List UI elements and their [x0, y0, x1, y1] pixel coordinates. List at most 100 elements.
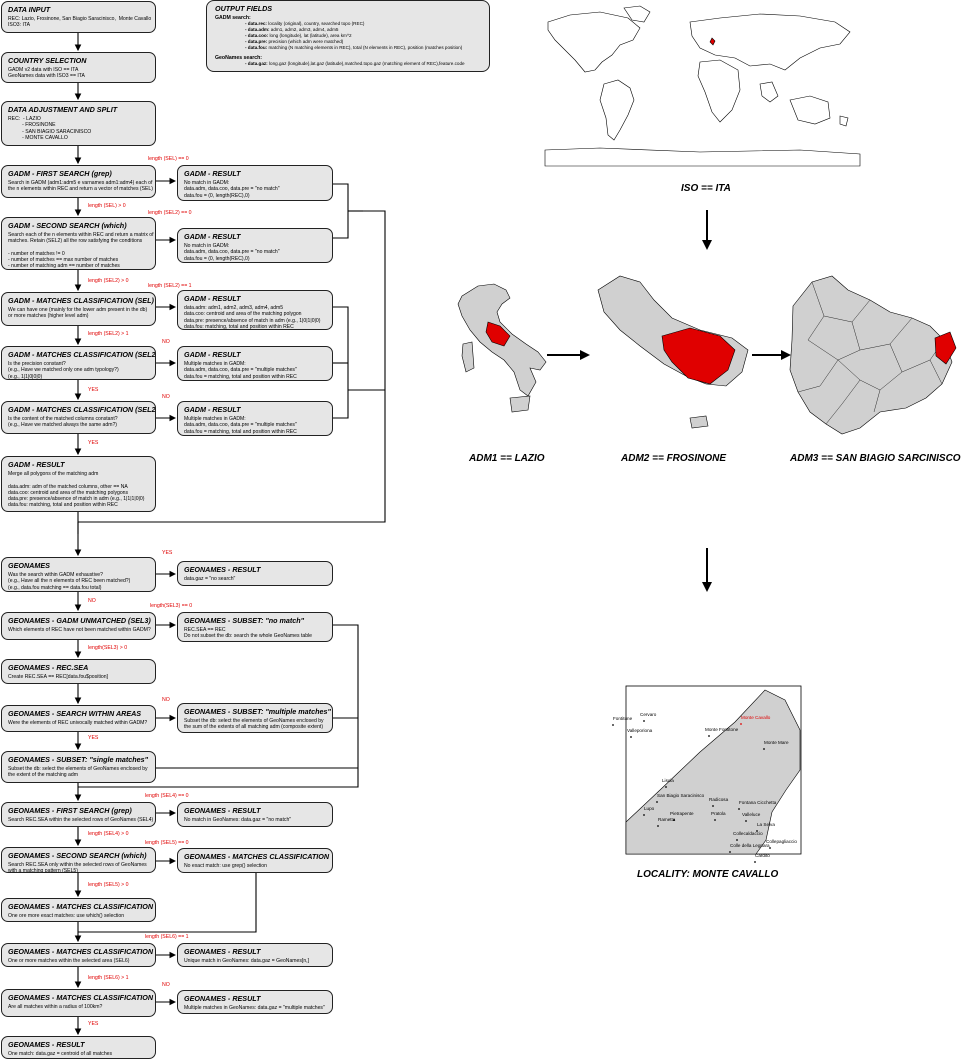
place-label: Rametta	[658, 817, 676, 822]
box-gadm-result-4: GADM - RESULT Multiple matches in GADM: …	[177, 346, 333, 381]
output-line: - data.rec: locality (original), country…	[245, 21, 365, 26]
box-geonames-first-search: GEONAMES - FIRST SEARCH (grep) Search RE…	[1, 802, 156, 827]
place-label: Fontana Cicchetta	[739, 800, 777, 805]
box-title: GEONAMES - RESULT	[184, 947, 261, 956]
box-body: Multiple matches in GeoNames: data.gaz =…	[184, 1005, 325, 1011]
box-geonames: GEONAMES Was the search within GADM exha…	[1, 557, 156, 592]
box-title: GADM - RESULT	[184, 294, 241, 303]
place-marker	[612, 724, 614, 726]
cond-label: NO	[162, 394, 170, 400]
cond-label: YES	[88, 735, 99, 741]
box-geonames-result-3: GEONAMES - RESULT Unique match in GeoNam…	[177, 943, 333, 967]
box-title: GADM - MATCHES CLASSIFICATION (SEL2)	[8, 405, 156, 414]
box-body: Search each of the n elements within REC…	[8, 232, 154, 270]
box-body: Multiple matches in GADM: data.adm, data…	[184, 361, 297, 380]
place-label: Monte Mare	[764, 740, 789, 745]
box-body: Subset the db: select the elements of Ge…	[8, 766, 148, 779]
box-body: Search in GADM (adm1:adm5 e varnames adm…	[8, 180, 153, 193]
box-body: Which elements of REC have not been matc…	[8, 627, 151, 633]
box-geonames-matches-class-r: GEONAMES - MATCHES CLASSIFICATION No exa…	[177, 848, 333, 873]
place-label: Lupo	[644, 806, 655, 811]
box-body: No match in GADM: data.adm, data.coo, da…	[184, 243, 280, 262]
box-body: Is the precision constant? (e.g., Have w…	[8, 361, 119, 380]
place-marker	[643, 814, 645, 816]
box-geonames-result-2: GEONAMES - RESULT No match in GeoNames: …	[177, 802, 333, 827]
box-gadm-matches-sel: GADM - MATCHES CLASSIFICATION (SEL) We c…	[1, 292, 156, 326]
place-marker	[729, 851, 731, 853]
place-label: Valleluce	[742, 812, 761, 817]
cond-label: length (SEL5) == 0	[145, 840, 189, 846]
place-marker	[714, 819, 716, 821]
box-gadm-result-5: GADM - RESULT Multiple matches in GADM: …	[177, 401, 333, 436]
box-geonames-matches-class-3: GEONAMES - MATCHES CLASSIFICATION Are al…	[1, 989, 156, 1017]
caption-adm1: ADM1 == LAZIO	[469, 453, 545, 464]
place-label: Cardito	[755, 853, 770, 858]
box-gadm-first-search: GADM - FIRST SEARCH (grep) Search in GAD…	[1, 165, 156, 198]
world-map	[537, 3, 867, 169]
box-body: data.adm: adm1, adm2, adm3, adm4, adm5 d…	[184, 305, 321, 330]
cond-label: NO	[88, 598, 96, 604]
box-geonames-subset-nomatch: GEONAMES - SUBSET: "no match" REC.SEA ==…	[177, 612, 333, 642]
box-geonames-recsea: GEONAMES - REC.SEA Create REC.SEA == REC…	[1, 659, 156, 684]
box-geonames-result-final: GEONAMES - RESULT One match: data.gaz = …	[1, 1036, 156, 1059]
box-body: REC: - LAZIO - FROSINONE - SAN BIAGIO SA…	[8, 116, 92, 141]
output-fields-box: OUTPUT FIELDS GADM search: - data.rec: l…	[206, 0, 490, 72]
box-geonames-subset-multi: GEONAMES - SUBSET: "multiple matches" Su…	[177, 703, 333, 733]
box-title: GEONAMES - MATCHES CLASSIFICATION	[8, 993, 154, 1002]
cond-label: length(SEL3) == 0	[150, 603, 193, 609]
cond-label: length (SEL6) > 1	[88, 975, 129, 981]
cond-label: length (SEL6) == 1	[145, 934, 189, 940]
italy-map	[457, 283, 547, 413]
box-title: GEONAMES - GADM UNMATCHED (SEL3)	[8, 616, 151, 625]
box-title: GEONAMES - MATCHES CLASSIFICATION	[184, 852, 330, 861]
cond-label: length (SEL) > 0	[88, 203, 126, 209]
box-title: GEONAMES - SECOND SEARCH (which)	[8, 851, 147, 860]
place-label: Radicosa	[709, 797, 729, 802]
output-fields-title: OUTPUT FIELDS	[215, 4, 273, 13]
cond-label: length (SEL2) > 0	[88, 278, 129, 284]
place-marker	[630, 736, 632, 738]
frosinone-map	[789, 275, 957, 435]
box-body: data.gaz = "no search"	[184, 576, 236, 582]
box-body: One match: data.gaz = centroid of all ma…	[8, 1051, 113, 1057]
caption-adm3: ADM3 == SAN BIAGIO SARCINISCO	[790, 453, 961, 464]
box-title: GEONAMES - SUBSET: "single matches"	[8, 755, 149, 764]
box-geonames-result-1: GEONAMES - RESULT data.gaz = "no search"	[177, 561, 333, 586]
geonames-search-header: GeoNames search:	[215, 55, 262, 61]
cond-label: YES	[88, 440, 99, 446]
box-body: Unique match in GeoNames: data.gaz = Geo…	[184, 958, 310, 964]
box-title: GEONAMES - SEARCH WITHIN AREAS	[8, 709, 142, 718]
box-body: Subset the db: select the elements of Ge…	[184, 718, 324, 731]
cond-label: NO	[162, 339, 170, 345]
box-title: DATA INPUT	[8, 5, 51, 14]
box-title: GADM - MATCHES CLASSIFICATION (SEL)	[8, 296, 154, 305]
cond-label: YES	[88, 387, 99, 393]
box-geonames-result-4: GEONAMES - RESULT Multiple matches in Ge…	[177, 990, 333, 1014]
box-geonames-search-areas: GEONAMES - SEARCH WITHIN AREAS Were the …	[1, 705, 156, 732]
place-label: Pratola	[711, 811, 726, 816]
cond-label: length (SEL5) > 0	[88, 882, 129, 888]
box-title: GEONAMES - REC.SEA	[8, 663, 89, 672]
box-title: GADM - RESULT	[184, 169, 241, 178]
place-marker	[712, 805, 714, 807]
place-label: San Biagio Saracinisco	[657, 793, 705, 798]
box-geonames-second-search: GEONAMES - SECOND SEARCH (which) Search …	[1, 847, 156, 873]
output-line: - data.fou: matching (N matching element…	[245, 45, 463, 50]
box-title: GEONAMES - RESULT	[184, 994, 261, 1003]
box-title: GEONAMES - MATCHES CLASSIFICATION	[8, 947, 154, 956]
box-body: No match in GADM: data.adm, data.coo, da…	[184, 180, 280, 199]
box-title: GEONAMES - RESULT	[184, 806, 261, 815]
place-marker	[756, 830, 758, 832]
output-line: - data.adm: adm1, adm2, adm3, adm4, adm5	[245, 27, 339, 32]
box-body: Merge all polygons of the matching adm d…	[8, 471, 145, 509]
place-marker	[657, 825, 659, 827]
place-label: Fontitune	[613, 716, 633, 721]
place-marker	[754, 861, 756, 863]
box-gadm-result-1: GADM - RESULT No match in GADM: data.adm…	[177, 165, 333, 201]
box-body: We can have one (mainly for the lower ad…	[8, 307, 148, 320]
cond-label: length (SEL4) == 0	[145, 793, 189, 799]
box-country-selection: COUNTRY SELECTION GADM v2 data with ISO …	[1, 52, 156, 83]
caption-adm2: ADM2 == FROSINONE	[621, 453, 727, 464]
box-title: COUNTRY SELECTION	[8, 56, 87, 65]
